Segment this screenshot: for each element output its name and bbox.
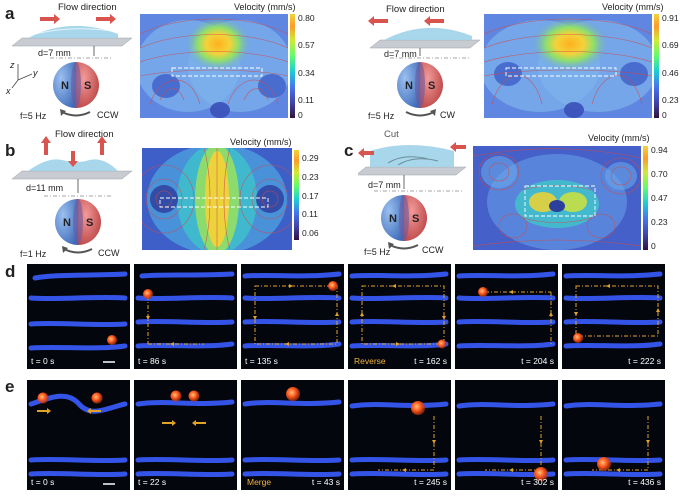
pole-s-label: S <box>428 80 436 92</box>
tick-a-right-2: 0.46 <box>662 68 679 78</box>
tick-c-3: 0.23 <box>651 217 668 227</box>
pole-n-label: N <box>389 213 397 225</box>
frequency-text: f=5 Hz <box>20 111 47 121</box>
frame-e-4: t = 245 s <box>348 380 451 490</box>
merge-label: Merge <box>247 477 272 487</box>
time-label: t = 86 s <box>138 356 167 366</box>
frequency-text: f=5 Hz <box>368 111 395 121</box>
tick-a-right-0: 0.91 <box>662 13 679 23</box>
pole-s-label: S <box>86 217 94 229</box>
time-label: t = 22 s <box>138 477 167 487</box>
flow-direction-text: Flow direction <box>55 129 114 140</box>
cut-label: Cut <box>384 129 399 140</box>
frame-d-2: t = 86 s <box>134 264 237 369</box>
frame-e-2: t = 22 s <box>134 380 237 490</box>
panel-label-e: e <box>5 377 15 396</box>
axis-y-label: y <box>33 68 38 78</box>
velocity-title-c: Velocity (mm/s) <box>588 133 650 143</box>
frame-d-5: t = 204 s <box>455 264 558 369</box>
frequency-text: f=1 Hz <box>20 249 47 259</box>
reverse-label: Reverse <box>354 356 386 366</box>
chip-illustration <box>11 14 133 117</box>
distance-text: d=7 mm <box>384 49 417 59</box>
frequency-text: f=5 Hz <box>364 247 391 257</box>
panel-b-schematic: Flow direction d=11 mm N S f=1 Hz CCW <box>0 125 140 260</box>
pole-s-label: S <box>412 213 420 225</box>
time-label: t = 162 s <box>414 356 447 366</box>
tick-a-left-3: 0.11 <box>298 95 314 105</box>
tick-a-left-1: 0.57 <box>298 40 315 50</box>
velocity-title-b: Velocity (mm/s) <box>230 137 292 147</box>
colorbar-a-left <box>290 14 295 118</box>
time-label: t = 302 s <box>521 477 554 487</box>
colorbar-c <box>643 146 648 250</box>
time-label: t = 245 s <box>414 477 447 487</box>
frame-e-1: t = 0 s <box>27 380 130 490</box>
flow-direction-text: Flow direction <box>386 4 445 15</box>
rotation-text: CW <box>440 110 455 120</box>
distance-text: d=7 mm <box>368 180 401 190</box>
time-label: t = 222 s <box>628 356 661 366</box>
panel-a-right-schematic: Flow direction d=7 mm N S f=5 Hz CW <box>360 0 485 125</box>
panel-label-c: c <box>344 141 354 160</box>
pole-s-label: S <box>84 80 92 92</box>
time-label: t = 436 s <box>628 477 661 487</box>
tick-b-4: 0.06 <box>302 228 319 238</box>
frame-e-5: t = 302 s <box>455 380 558 490</box>
axis-x-label: x <box>6 86 11 96</box>
frame-d-3: t = 135 s <box>241 264 344 369</box>
time-label: t = 135 s <box>245 356 278 366</box>
tick-b-3: 0.11 <box>302 209 318 219</box>
axis-z-label: z <box>10 60 15 70</box>
frame-d-1: t = 0 s <box>27 264 130 369</box>
pole-n-label: N <box>63 217 71 229</box>
frame-d-6: t = 222 s <box>562 264 665 369</box>
time-label: t = 204 s <box>521 356 554 366</box>
panel-b-velocity-map <box>142 148 292 250</box>
time-label: t = 43 s <box>311 477 340 487</box>
tick-a-left-2: 0.34 <box>298 68 315 78</box>
time-label: t = 0 s <box>31 477 55 487</box>
tick-c-4: 0 <box>651 241 656 251</box>
frame-d-4: Reverse t = 162 s <box>348 264 451 369</box>
tick-b-1: 0.23 <box>302 172 319 182</box>
panel-a-right-velocity-map <box>484 14 652 118</box>
panel-label-d: d <box>5 262 16 281</box>
tick-c-2: 0.47 <box>651 193 668 203</box>
frame-e-3: Merge t = 43 s <box>241 380 344 490</box>
colorbar-a-right <box>654 14 659 118</box>
tick-a-left-4: 0 <box>298 110 303 120</box>
tick-b-2: 0.17 <box>302 191 319 201</box>
tick-a-left-0: 0.80 <box>298 13 315 23</box>
velocity-title-a-right: Velocity (mm/s) <box>602 2 664 12</box>
panel-a-left-schematic: Flow direction d=7 mm z y x N S f=5 Hz C… <box>0 0 140 125</box>
rotation-text: CCW <box>98 248 120 258</box>
tick-c-1: 0.70 <box>651 169 668 179</box>
time-label: t = 0 s <box>31 356 55 366</box>
pole-n-label: N <box>405 80 413 92</box>
tick-a-right-3: 0.23 <box>662 95 679 105</box>
panel-a-left-velocity-map <box>140 14 288 118</box>
rotation-text: CCW <box>97 110 119 120</box>
panel-c-schematic: Cut d=7 mm N S f=5 Hz CCW <box>358 125 473 260</box>
distance-text: d=11 mm <box>26 183 64 193</box>
tick-b-0: 0.29 <box>302 153 319 163</box>
tick-a-right-4: 0 <box>662 110 667 120</box>
tick-c-0: 0.94 <box>651 145 668 155</box>
pole-n-label: N <box>61 80 69 92</box>
frame-e-6: t = 436 s <box>562 380 665 490</box>
panel-label-b: b <box>5 141 16 160</box>
tick-a-right-1: 0.69 <box>662 40 679 50</box>
distance-text: d=7 mm <box>38 48 71 58</box>
panel-c-velocity-map <box>473 146 641 250</box>
colorbar-b <box>294 150 299 240</box>
panel-label-a: a <box>5 4 15 23</box>
flow-direction-text: Flow direction <box>58 2 117 13</box>
velocity-title-a-left: Velocity (mm/s) <box>234 2 296 12</box>
rotation-text: CCW <box>422 245 444 255</box>
